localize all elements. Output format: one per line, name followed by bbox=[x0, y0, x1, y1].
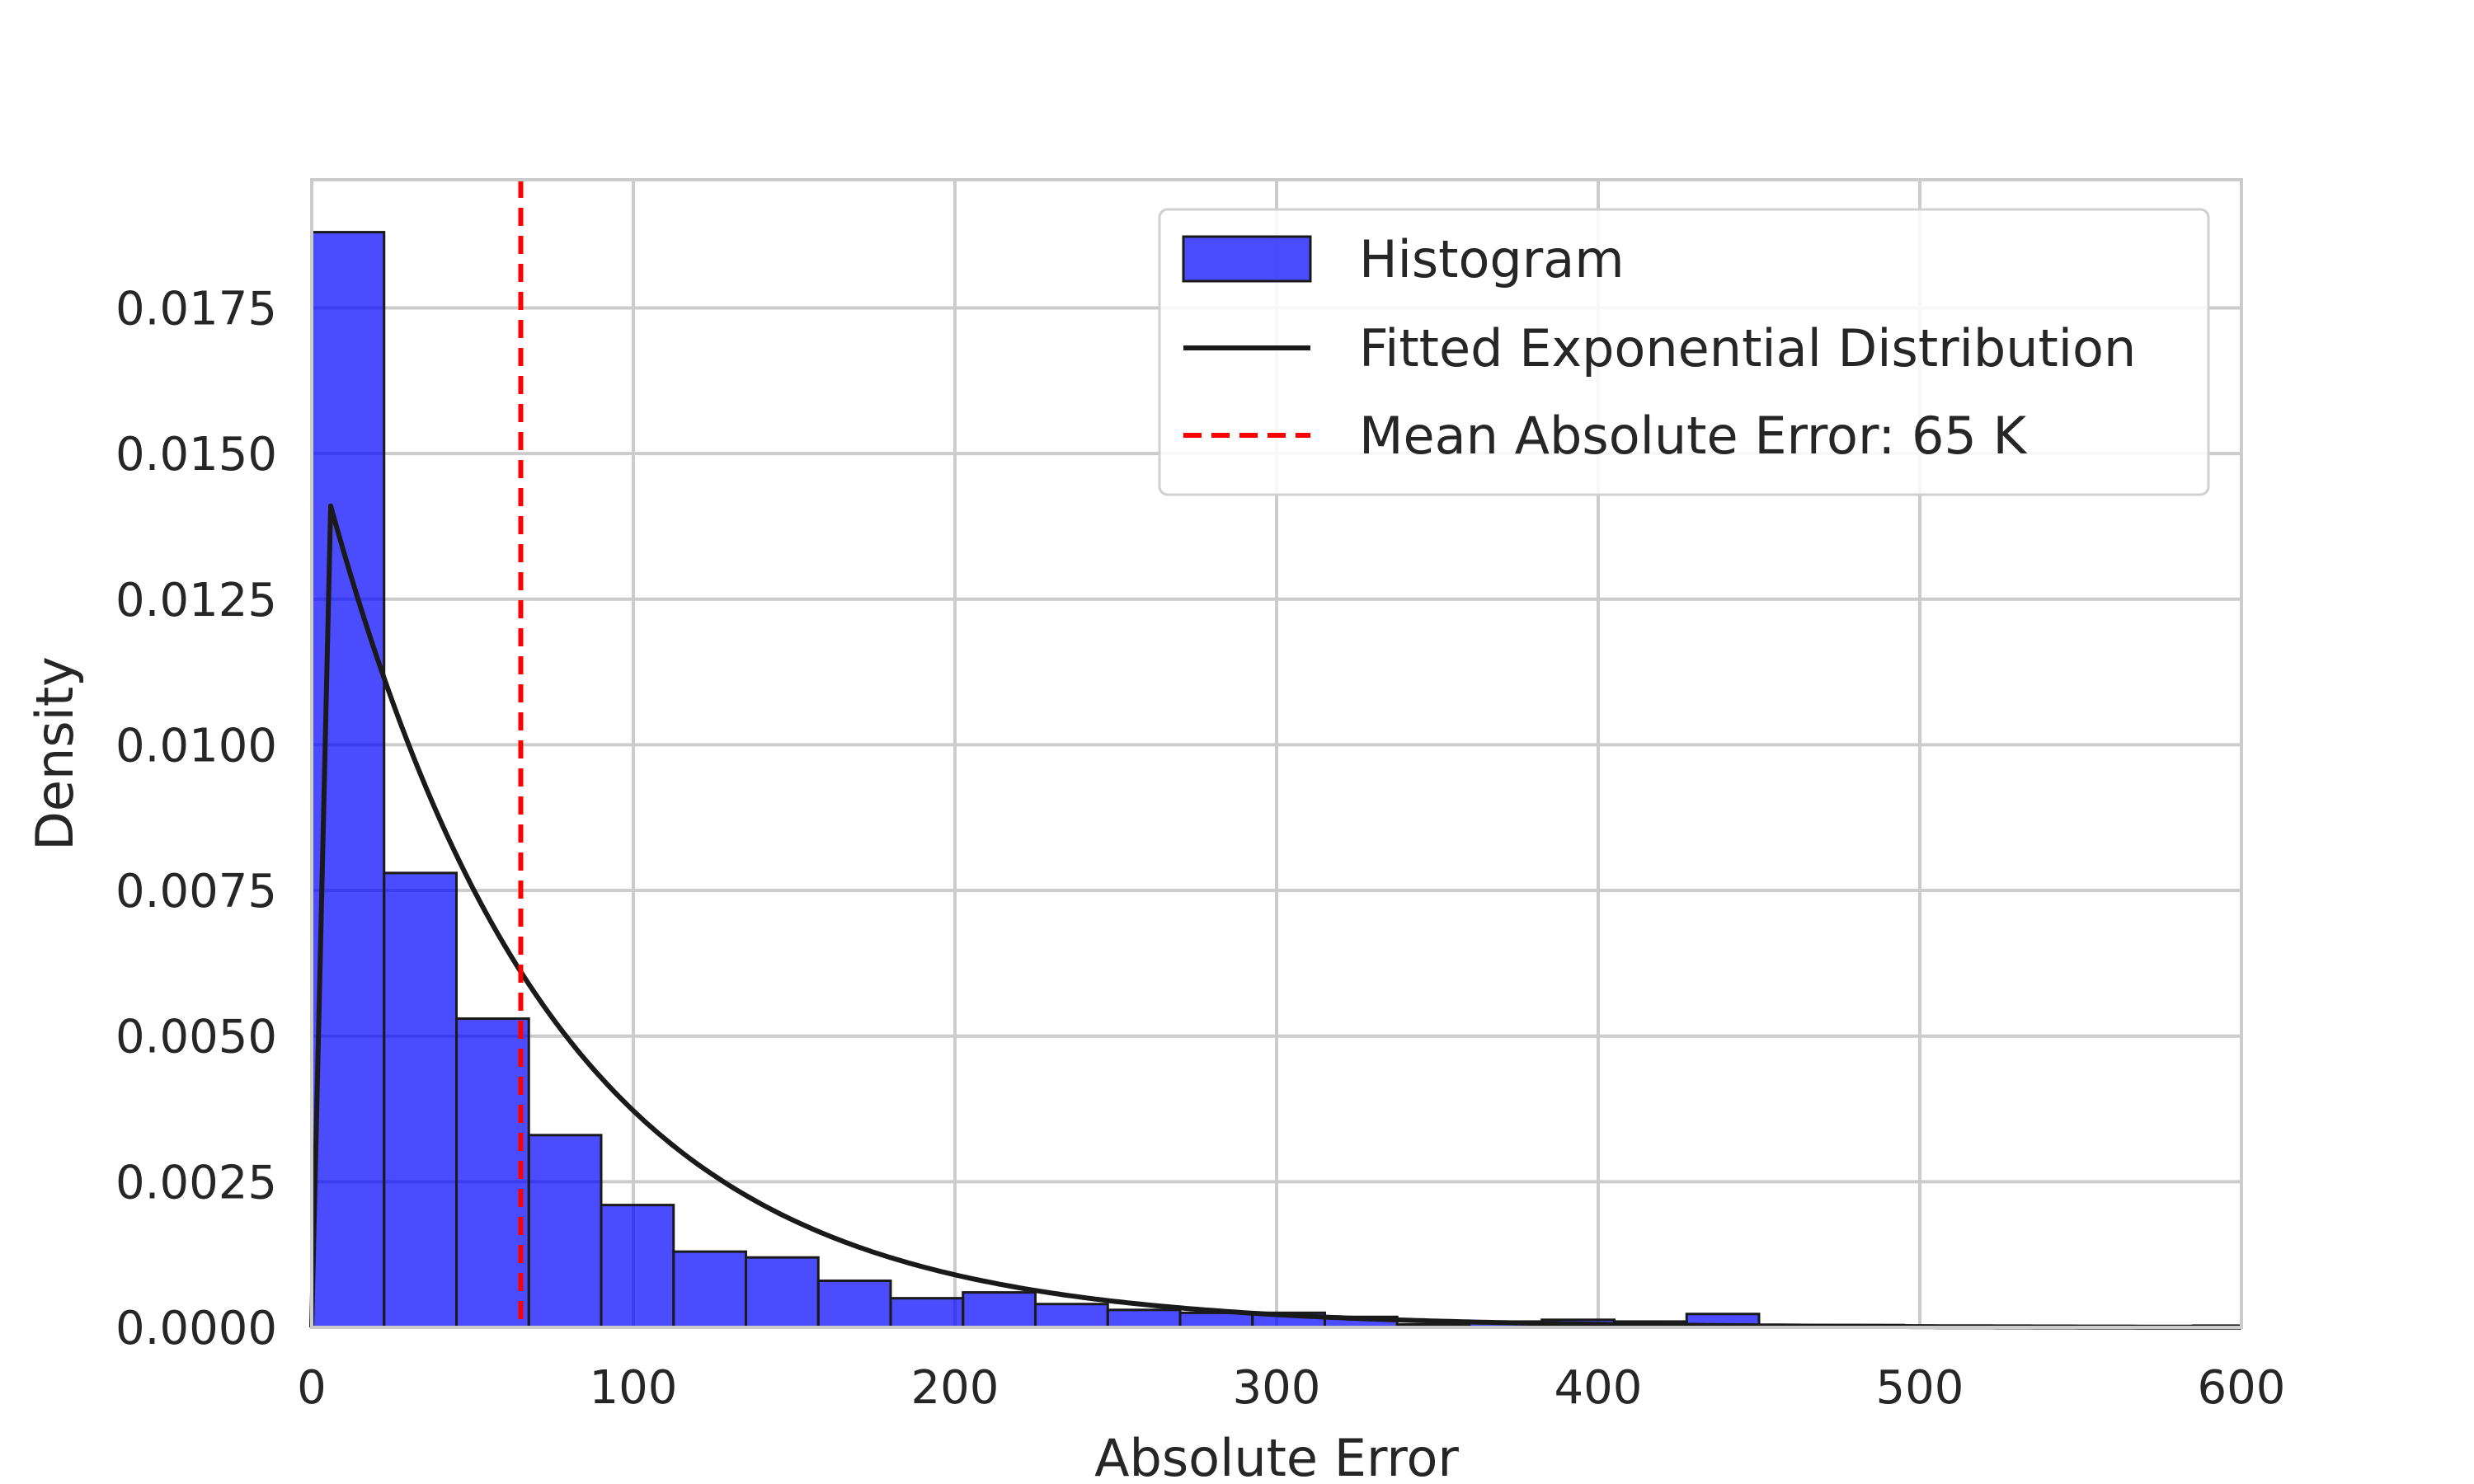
histogram-bar bbox=[962, 1291, 1037, 1329]
y-tick-label: 0.0100 bbox=[115, 719, 277, 773]
y-tick-label: 0.0125 bbox=[115, 574, 277, 627]
histogram-bar bbox=[889, 1297, 965, 1329]
legend: Histogram Fitted Exponential Distributio… bbox=[1158, 208, 2210, 496]
x-tick-label: 500 bbox=[1876, 1361, 1964, 1415]
histogram-bar bbox=[672, 1250, 747, 1329]
x-tick-label: 400 bbox=[1554, 1361, 1643, 1415]
x-axis-label: Absolute Error bbox=[1094, 1428, 1459, 1484]
y-tick-label: 0.0175 bbox=[115, 282, 277, 336]
histogram-bar bbox=[1034, 1303, 1109, 1329]
histogram-bar bbox=[383, 871, 458, 1329]
x-tick-label: 600 bbox=[2198, 1361, 2286, 1415]
y-tick-labels: 0.0000 0.0025 0.0050 0.0075 0.0100 0.0125 0.01… bbox=[115, 282, 277, 1355]
histogram-bar bbox=[310, 231, 386, 1329]
y-tick-label: 0.0075 bbox=[115, 865, 277, 918]
histogram-bar bbox=[816, 1279, 892, 1329]
y-tick-label: 0.0150 bbox=[115, 428, 277, 481]
legend-histogram-label: Histogram bbox=[1359, 229, 1625, 289]
histogram-bar bbox=[527, 1134, 603, 1329]
x-tick-labels: 0 100 200 300 400 500 600 bbox=[297, 1361, 2285, 1415]
histogram-bar bbox=[600, 1204, 675, 1329]
x-tick-label: 0 bbox=[297, 1361, 327, 1415]
histogram-bar bbox=[1178, 1311, 1254, 1329]
y-tick-label: 0.0050 bbox=[115, 1011, 277, 1064]
x-tick-label: 300 bbox=[1233, 1361, 1321, 1415]
legend-histogram-swatch bbox=[1182, 235, 1312, 283]
plot-frame bbox=[310, 178, 2243, 1329]
histogram-bar bbox=[1106, 1308, 1182, 1329]
y-tick-label: 0.0025 bbox=[115, 1156, 277, 1209]
legend-box bbox=[1158, 208, 2210, 496]
histogram-bar bbox=[745, 1256, 820, 1329]
y-tick-label: 0.0000 bbox=[115, 1302, 277, 1355]
y-axis-label: Density bbox=[25, 656, 85, 851]
histogram-bars bbox=[310, 231, 2243, 1329]
x-tick-label: 100 bbox=[590, 1361, 678, 1415]
legend-mean-line-label: Mean Absolute Error: 65 K bbox=[1359, 406, 2028, 466]
x-tick-label: 200 bbox=[911, 1361, 999, 1415]
legend-fitted-curve-label: Fitted Exponential Distribution bbox=[1359, 318, 2136, 378]
histogram-bar bbox=[455, 1017, 530, 1329]
